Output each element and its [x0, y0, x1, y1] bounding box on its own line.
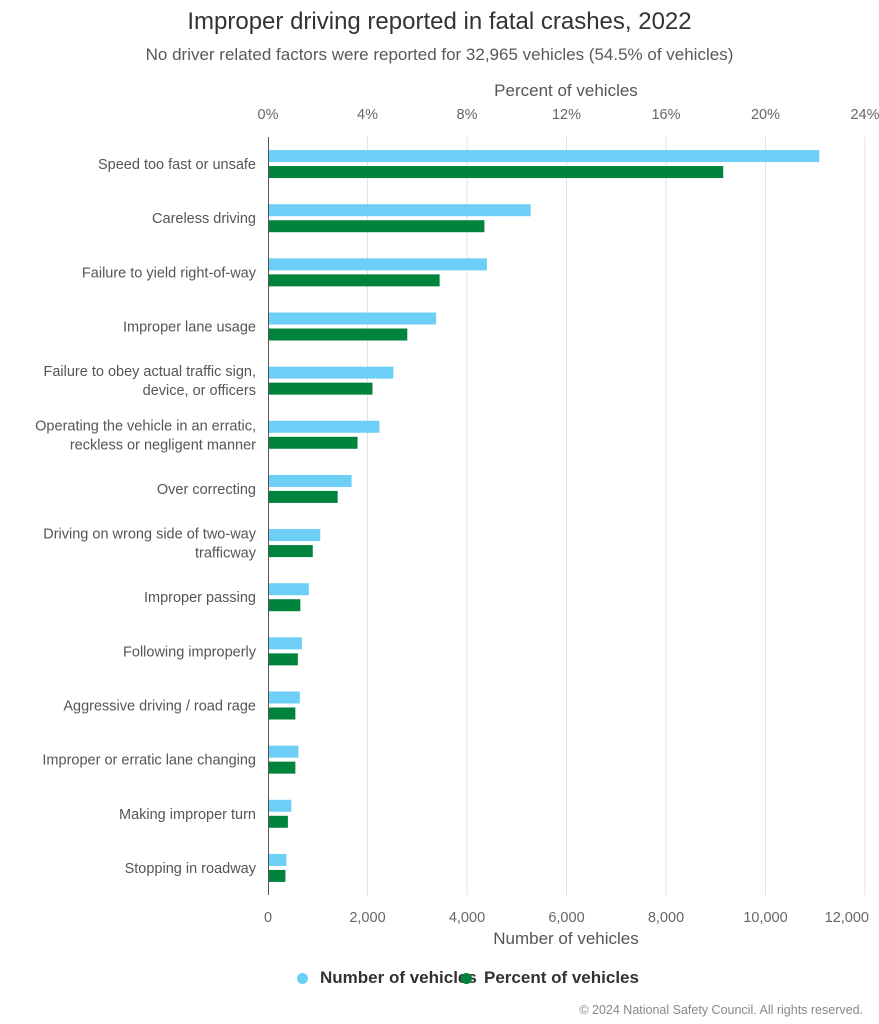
category-label: Improper passing: [144, 590, 256, 606]
bar-percent-of-vehicles[interactable]: [268, 815, 288, 828]
category-label: Improper or erratic lane changing: [42, 753, 256, 769]
bar-number-of-vehicles[interactable]: [268, 853, 287, 866]
legend-dot-icon: [297, 972, 308, 984]
category-label: Failure to obey actual traffic sign, devi…: [43, 364, 256, 399]
bar-percent-of-vehicles[interactable]: [268, 869, 286, 882]
x2-tick-label: 8%: [457, 107, 478, 123]
copyright-notice: © 2024 National Safety Council. All righ…: [579, 1003, 863, 1017]
category-label: Making improper turn: [119, 807, 256, 823]
bar-percent-of-vehicles[interactable]: [268, 328, 408, 341]
legend: Number of vehicles Percent of vehicles: [0, 968, 879, 996]
bar-number-of-vehicles[interactable]: [268, 366, 394, 379]
bar-percent-of-vehicles[interactable]: [268, 166, 724, 179]
bar-percent-of-vehicles[interactable]: [268, 274, 440, 287]
category-label: Failure to yield right-of-way: [82, 265, 257, 281]
bar-percent-of-vehicles[interactable]: [268, 220, 485, 233]
bar-percent-of-vehicles[interactable]: [268, 761, 296, 774]
category-label: Aggressive driving / road rage: [63, 699, 256, 715]
category-label: Careless driving: [152, 211, 256, 227]
bar-percent-of-vehicles[interactable]: [268, 490, 338, 503]
bar-number-of-vehicles[interactable]: [268, 420, 380, 433]
gridlines: [367, 137, 866, 895]
top-axis-title: Percent of vehicles: [494, 81, 638, 100]
legend-item-number[interactable]: Number of vehicles: [297, 968, 477, 988]
x-tick-label: 10,000: [743, 910, 787, 926]
bar-percent-of-vehicles[interactable]: [268, 436, 358, 449]
category-label: Operating the vehicle in an erratic, reck…: [35, 418, 256, 453]
bar-percent-of-vehicles[interactable]: [268, 707, 296, 720]
bar-number-of-vehicles[interactable]: [268, 583, 309, 596]
x-tick-label: 8,000: [648, 910, 684, 926]
bars: [268, 150, 820, 882]
category-label: Speed too fast or unsafe: [98, 157, 256, 173]
legend-item-percent[interactable]: Percent of vehicles: [461, 968, 639, 988]
bar-number-of-vehicles[interactable]: [268, 258, 487, 271]
bar-number-of-vehicles[interactable]: [268, 529, 321, 542]
category-labels: Speed too fast or unsafe Careless driving…: [35, 157, 257, 877]
x-tick-label: 4,000: [449, 910, 485, 926]
bar-percent-of-vehicles[interactable]: [268, 599, 301, 612]
x2-tick-label: 4%: [357, 107, 378, 123]
category-label: Improper lane usage: [123, 320, 256, 336]
x-tick-label: 2,000: [349, 910, 385, 926]
legend-label: Number of vehicles: [320, 968, 477, 987]
category-label: Following improperly: [123, 644, 257, 660]
bar-number-of-vehicles[interactable]: [268, 312, 437, 325]
x-tick-label: 12,000: [825, 910, 869, 926]
x2-tick-label: 20%: [751, 107, 780, 123]
x2-tick-label: 12%: [552, 107, 581, 123]
bar-number-of-vehicles[interactable]: [268, 691, 300, 704]
chart-subtitle: No driver related factors were reported …: [145, 45, 734, 64]
x2-tick-label: 0%: [258, 107, 279, 123]
bar-number-of-vehicles[interactable]: [268, 474, 352, 487]
tick-labels: 0 0% 2,000 4% 4,000 8% 6,000 12% 8,000 16% 10,000 2…: [258, 107, 879, 926]
category-label: Stopping in roadway: [125, 861, 257, 877]
bar-number-of-vehicles[interactable]: [268, 637, 302, 650]
legend-label: Percent of vehicles: [484, 968, 639, 987]
x2-tick-label: 16%: [651, 107, 680, 123]
legend-dot-icon: [461, 972, 472, 984]
bar-number-of-vehicles[interactable]: [268, 799, 292, 812]
bar-number-of-vehicles[interactable]: [268, 204, 531, 217]
x2-tick-label: 24%: [850, 107, 879, 123]
category-label: Over correcting: [157, 482, 256, 498]
bottom-axis-title: Number of vehicles: [493, 929, 639, 948]
category-label: Driving on wrong side of two-way trafficw…: [43, 527, 257, 562]
x-tick-label: 0: [264, 910, 272, 926]
x-tick-label: 6,000: [548, 910, 584, 926]
bar-number-of-vehicles[interactable]: [268, 745, 299, 758]
bar-chart: Percent of vehicles Speed too fast or un…: [35, 81, 879, 948]
bar-percent-of-vehicles[interactable]: [268, 382, 373, 395]
bar-percent-of-vehicles[interactable]: [268, 545, 313, 558]
bar-percent-of-vehicles[interactable]: [268, 653, 298, 666]
bar-number-of-vehicles[interactable]: [268, 150, 820, 163]
chart-title: Improper driving reported in fatal crash…: [187, 8, 692, 35]
